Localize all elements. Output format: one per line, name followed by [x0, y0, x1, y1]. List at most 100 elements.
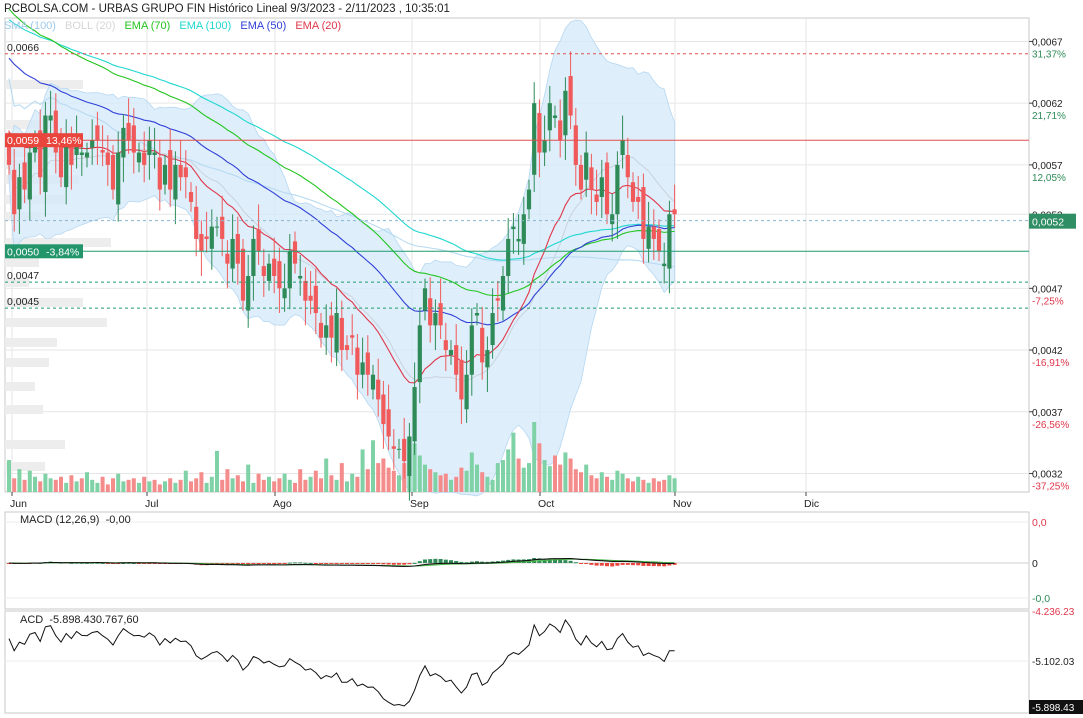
macd-histogram-bar	[417, 561, 422, 563]
volume-bar	[313, 470, 318, 492]
candle-body	[469, 325, 474, 375]
macd-histogram-bar	[267, 563, 271, 564]
x-tick-label: Sep	[410, 498, 429, 510]
macd-histogram-bar	[371, 563, 375, 564]
volume-bar	[17, 469, 22, 492]
macd-histogram-bar	[131, 562, 136, 564]
acd-value: -5.898.430.767,60	[49, 614, 139, 626]
macd-histogram-bar	[397, 563, 401, 565]
macd-histogram-bar	[573, 562, 578, 564]
volume-bar	[194, 478, 199, 492]
volume-profile-bar	[5, 338, 57, 347]
volume-bar	[183, 470, 188, 492]
volume-bar	[501, 460, 505, 492]
y-tick-pct: 12,05%	[1032, 173, 1066, 184]
volume-bar	[657, 481, 661, 492]
volume-bar	[334, 479, 339, 492]
macd-histogram-bar	[475, 561, 479, 563]
volume-bar	[126, 479, 131, 492]
candle-body	[334, 313, 339, 353]
volume-bar	[131, 478, 136, 492]
volume-bar	[579, 472, 583, 492]
volume-bar	[22, 479, 27, 492]
macd-histogram-bar	[459, 561, 464, 563]
volume-bar	[59, 476, 63, 492]
volume-bar	[490, 479, 495, 492]
macd-histogram-bar	[105, 563, 110, 564]
macd-histogram-bar	[485, 561, 490, 563]
x-tick-label: Jul	[145, 498, 158, 510]
macd-histogram-bar	[625, 563, 630, 565]
candle-body	[147, 140, 152, 156]
candle-body	[246, 275, 251, 311]
volume-bar	[168, 478, 173, 492]
volume-bar	[53, 479, 58, 492]
reference-tag-bg	[5, 244, 83, 259]
candle-body	[344, 345, 350, 351]
volume-bar	[225, 469, 230, 492]
macd-histogram-bar	[391, 563, 396, 565]
volume-bar	[142, 476, 147, 492]
macd-histogram-bar	[423, 559, 427, 563]
macd-histogram-bar	[407, 563, 412, 565]
macd-label: MACD (12,26,9) -0,00	[20, 514, 131, 526]
candle-body	[625, 155, 630, 178]
candle-body	[511, 226, 516, 230]
macd-histogram-bar	[85, 562, 89, 564]
macd-histogram-bar	[69, 562, 74, 564]
volume-bar	[199, 472, 204, 492]
candle-body	[480, 327, 485, 363]
macd-line	[8, 557, 675, 568]
candle-body	[142, 152, 147, 165]
volume-bar	[553, 455, 557, 492]
y-tick-pct: 21,71%	[1032, 111, 1066, 122]
macd-histogram-bar	[547, 558, 552, 563]
reference-label: 0,0066	[7, 42, 39, 54]
candle-body	[194, 206, 199, 239]
macd-histogram-bar	[469, 561, 474, 563]
volume-bar	[355, 476, 360, 492]
volume-bar	[303, 479, 308, 492]
reference-label: 0,0047	[7, 270, 39, 282]
candle-body	[391, 446, 396, 449]
volume-bar	[485, 476, 490, 492]
volume-bar	[27, 470, 32, 492]
acd-last-tag-bg	[1029, 700, 1083, 714]
reference-tag-pct: -3,84%	[46, 246, 79, 258]
volume-bar	[235, 475, 240, 492]
volume-bar	[116, 473, 121, 492]
macd-histogram-bar	[610, 563, 615, 567]
macd-histogram-bar	[651, 563, 656, 567]
macd-histogram-bar	[147, 563, 152, 564]
volume-bar	[209, 476, 214, 492]
candle-body	[121, 127, 126, 158]
macd-histogram-bar	[303, 562, 308, 564]
volume-bar	[547, 466, 552, 492]
macd-histogram-bar	[272, 563, 277, 564]
volume-bar	[157, 484, 162, 492]
volume-bar	[667, 475, 672, 492]
y-tick-label: 0,0057	[1032, 161, 1063, 172]
candle-body	[568, 76, 573, 116]
candle-body	[521, 214, 526, 244]
candle-body	[272, 258, 277, 276]
y-tick-label: 0,0067	[1032, 37, 1063, 48]
candle-body	[589, 167, 594, 190]
macd-tick: 0,0	[1032, 517, 1047, 529]
volume-bar	[251, 482, 256, 492]
candle-body	[454, 345, 459, 375]
x-tick-label: Nov	[673, 498, 692, 510]
candle-body	[6, 140, 12, 165]
candle-body	[79, 152, 84, 156]
volume-bar	[85, 472, 89, 492]
candle-body	[324, 325, 329, 338]
acd-title: ACD	[20, 614, 44, 626]
macd-histogram-bar	[126, 562, 131, 564]
volume-bar	[443, 473, 448, 492]
volume-bar	[360, 449, 365, 492]
candle-body	[386, 409, 391, 437]
volume-bar	[511, 432, 516, 492]
candle-body	[188, 192, 194, 202]
volume-bar	[178, 479, 183, 492]
macd-histogram-bar	[334, 563, 339, 564]
